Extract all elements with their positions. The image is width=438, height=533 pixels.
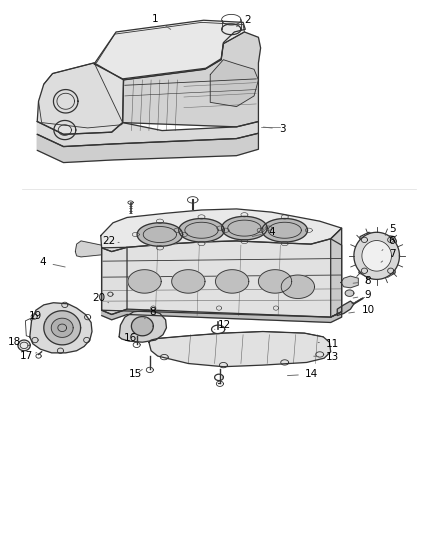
Polygon shape xyxy=(37,133,258,163)
Text: 17: 17 xyxy=(20,351,37,361)
Text: 5: 5 xyxy=(385,224,396,235)
Polygon shape xyxy=(262,219,307,242)
Text: 15: 15 xyxy=(129,369,142,379)
Polygon shape xyxy=(101,209,342,252)
Text: 2: 2 xyxy=(237,15,251,27)
Text: 12: 12 xyxy=(215,320,231,330)
Polygon shape xyxy=(75,241,102,257)
Polygon shape xyxy=(179,219,224,242)
Text: 9: 9 xyxy=(353,290,371,300)
Text: 3: 3 xyxy=(263,124,286,134)
Polygon shape xyxy=(39,63,123,128)
Polygon shape xyxy=(281,275,314,298)
Polygon shape xyxy=(119,310,166,342)
Polygon shape xyxy=(172,270,205,293)
Polygon shape xyxy=(37,122,258,147)
Text: 19: 19 xyxy=(29,311,46,321)
Text: 4: 4 xyxy=(252,227,275,237)
Text: 20: 20 xyxy=(92,294,109,303)
Polygon shape xyxy=(94,20,245,79)
Polygon shape xyxy=(331,228,342,317)
Polygon shape xyxy=(30,303,92,353)
Polygon shape xyxy=(0,139,429,405)
Polygon shape xyxy=(131,317,153,336)
Text: 8: 8 xyxy=(353,277,371,286)
Polygon shape xyxy=(102,247,127,314)
Text: 10: 10 xyxy=(349,305,374,315)
Polygon shape xyxy=(102,239,342,317)
Polygon shape xyxy=(37,63,124,134)
Text: 11: 11 xyxy=(318,339,339,349)
Polygon shape xyxy=(222,216,267,240)
Polygon shape xyxy=(123,32,261,127)
Polygon shape xyxy=(354,232,399,279)
Polygon shape xyxy=(18,340,30,351)
Polygon shape xyxy=(362,240,392,271)
Text: 7: 7 xyxy=(381,249,396,262)
Polygon shape xyxy=(341,276,358,288)
Text: 4: 4 xyxy=(39,257,65,267)
Text: 16: 16 xyxy=(124,333,137,343)
Polygon shape xyxy=(359,232,396,277)
Text: 14: 14 xyxy=(287,369,318,379)
Polygon shape xyxy=(96,22,244,80)
Polygon shape xyxy=(44,311,81,345)
Polygon shape xyxy=(215,270,249,293)
Polygon shape xyxy=(102,309,342,322)
Polygon shape xyxy=(210,60,258,107)
Polygon shape xyxy=(337,301,354,316)
Text: 22: 22 xyxy=(102,236,119,246)
Polygon shape xyxy=(35,0,416,133)
Polygon shape xyxy=(345,290,354,296)
Polygon shape xyxy=(128,270,161,293)
Text: 13: 13 xyxy=(314,352,339,362)
Polygon shape xyxy=(149,332,331,367)
Polygon shape xyxy=(51,318,73,337)
Text: 18: 18 xyxy=(7,337,21,347)
Polygon shape xyxy=(137,223,183,246)
Text: 8: 8 xyxy=(145,307,156,319)
Polygon shape xyxy=(258,270,292,293)
Text: 1: 1 xyxy=(152,14,171,29)
Text: 6: 6 xyxy=(382,236,396,251)
